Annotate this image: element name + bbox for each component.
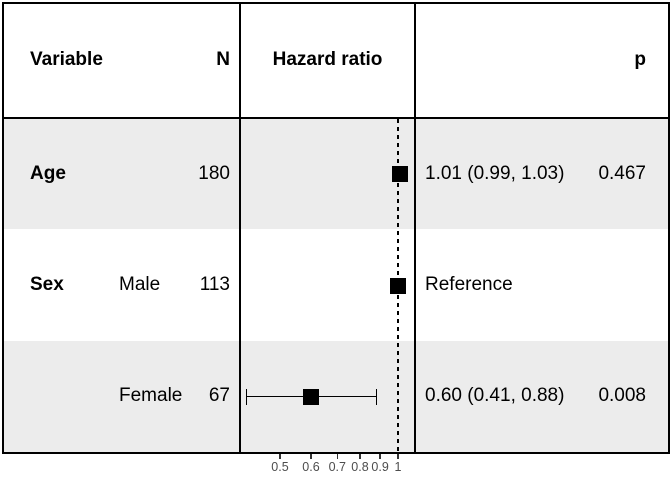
- row-estimate-label: 1.01 (0.99, 1.03): [425, 163, 565, 184]
- hr-marker: [390, 277, 406, 294]
- row-n-value: 67: [208, 385, 230, 406]
- x-tick: [310, 454, 312, 459]
- x-tick: [397, 454, 399, 459]
- x-tick-label: 0.5: [271, 460, 289, 474]
- row-estimate-label: Reference: [425, 274, 513, 295]
- column-header-variable: Variable: [30, 49, 103, 70]
- column-divider-right: [414, 2, 416, 454]
- ci-cap-right: [375, 388, 377, 405]
- row-p-value: 0.467: [598, 163, 646, 184]
- x-tick-label: 0.8: [351, 460, 369, 474]
- row-n-value: 180: [198, 163, 230, 184]
- row-p-value: 0.008: [598, 385, 646, 406]
- x-tick-label: 0.6: [302, 460, 320, 474]
- row-level-label: Female: [119, 385, 183, 406]
- plot-border: [2, 2, 670, 454]
- hr-marker: [303, 388, 319, 405]
- row-estimate-label: 0.60 (0.41, 0.88): [425, 385, 565, 406]
- row-band-gray-1: [3, 119, 669, 229]
- x-tick-label: 0.9: [371, 460, 389, 474]
- row-level-label: Male: [119, 274, 161, 295]
- column-header-p: p: [634, 49, 646, 70]
- header-divider: [2, 117, 670, 119]
- ci-cap-left: [245, 388, 247, 405]
- x-tick: [336, 454, 338, 459]
- x-tick-label: 0.7: [328, 460, 346, 474]
- hr-marker: [391, 166, 408, 182]
- x-tick: [359, 454, 361, 459]
- row-variable-label: Sex: [30, 274, 64, 295]
- x-tick-label: 1: [394, 460, 402, 474]
- column-divider-left: [239, 2, 241, 454]
- row-variable-label: Age: [30, 163, 66, 184]
- row-n-value: 113: [199, 274, 230, 295]
- x-tick: [379, 454, 381, 459]
- x-tick: [279, 454, 281, 459]
- column-header-hazard-ratio: Hazard ratio: [272, 49, 383, 70]
- column-header-n: N: [216, 49, 230, 70]
